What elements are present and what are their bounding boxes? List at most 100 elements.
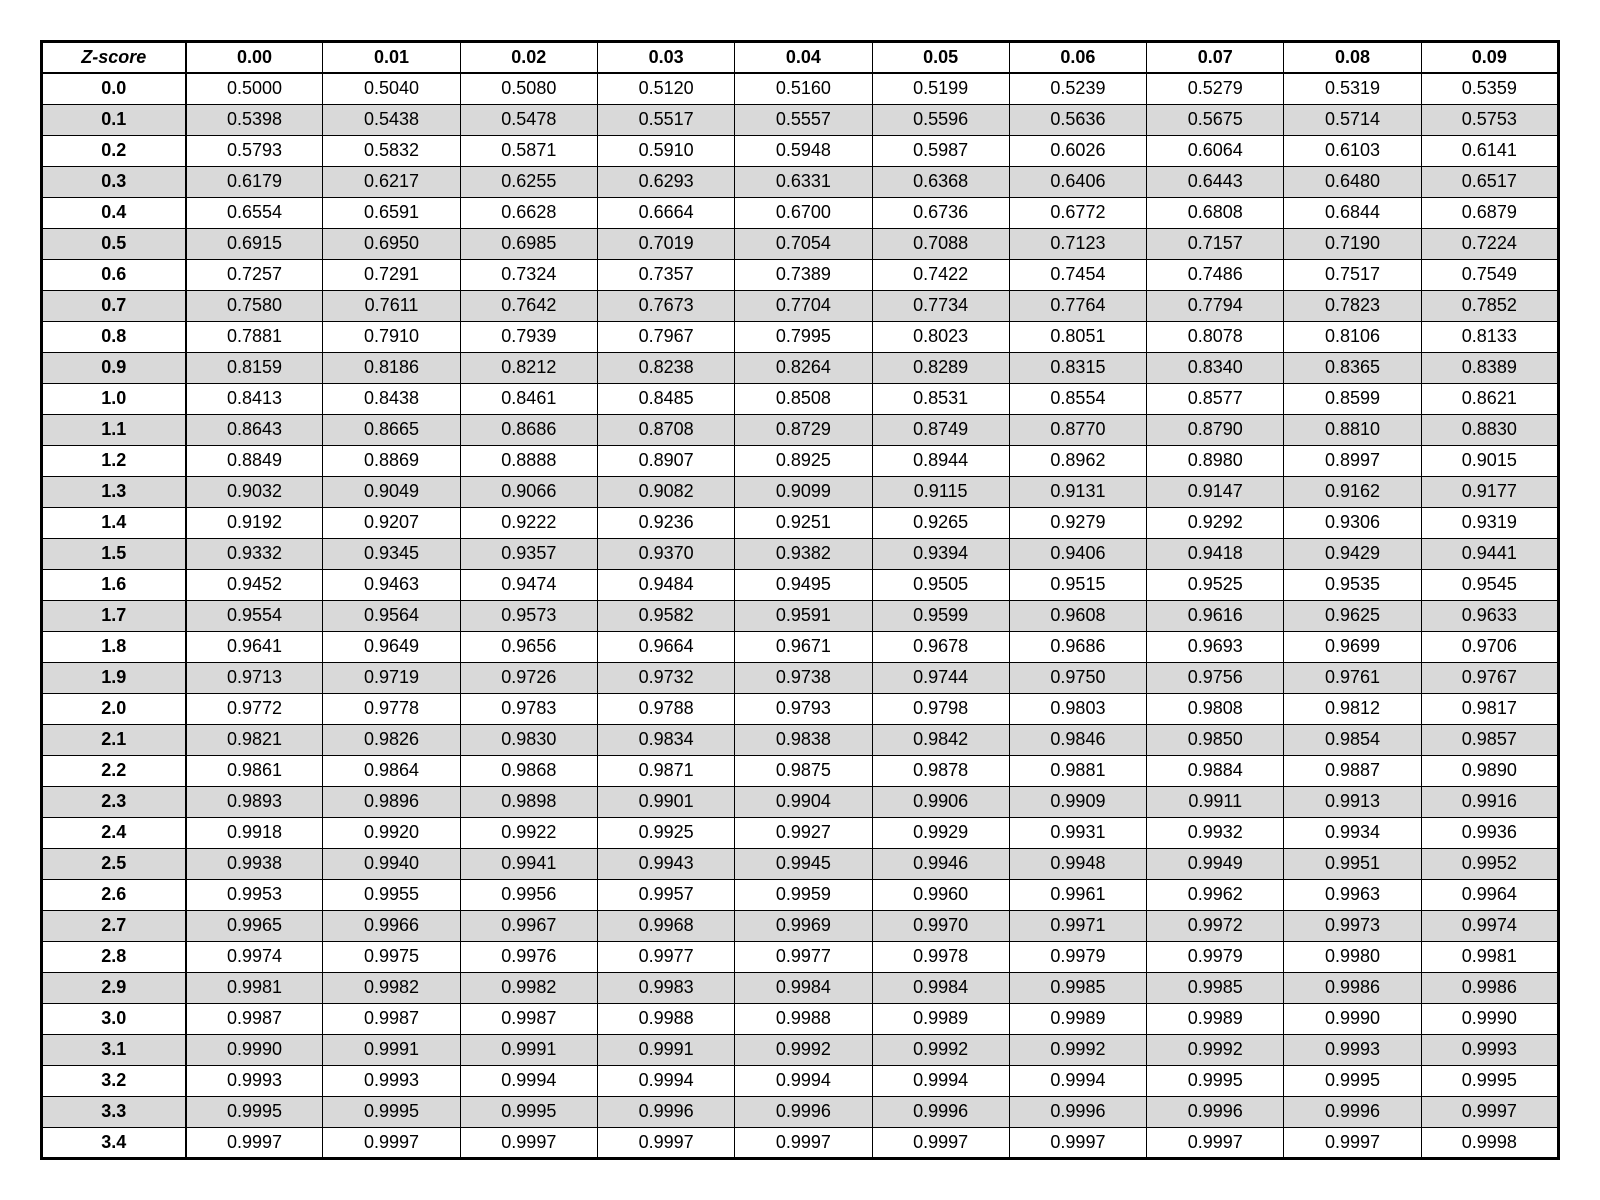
row-header: 1.5 xyxy=(42,538,186,569)
table-cell: 0.9938 xyxy=(186,848,323,879)
table-row: 0.40.65540.65910.66280.66640.67000.67360… xyxy=(42,197,1559,228)
table-cell: 0.6368 xyxy=(872,166,1009,197)
table-cell: 0.8485 xyxy=(597,383,734,414)
table-cell: 0.9994 xyxy=(1009,1065,1146,1096)
table-cell: 0.9974 xyxy=(186,941,323,972)
table-cell: 0.9987 xyxy=(323,1003,460,1034)
table-cell: 0.9997 xyxy=(597,1127,734,1158)
table-row: 0.00.50000.50400.50800.51200.51600.51990… xyxy=(42,73,1559,104)
table-cell: 0.9961 xyxy=(1009,879,1146,910)
table-cell: 0.9750 xyxy=(1009,662,1146,693)
table-cell: 0.9767 xyxy=(1421,662,1558,693)
table-cell: 0.9599 xyxy=(872,600,1009,631)
table-cell: 0.9418 xyxy=(1147,538,1284,569)
table-cell: 0.9984 xyxy=(872,972,1009,1003)
table-row: 1.70.95540.95640.95730.95820.95910.95990… xyxy=(42,600,1559,631)
table-row: 2.10.98210.98260.98300.98340.98380.98420… xyxy=(42,724,1559,755)
row-header: 1.9 xyxy=(42,662,186,693)
table-cell: 0.5000 xyxy=(186,73,323,104)
table-cell: 0.9573 xyxy=(460,600,597,631)
table-cell: 0.9911 xyxy=(1147,786,1284,817)
table-cell: 0.8907 xyxy=(597,445,734,476)
table-cell: 0.6443 xyxy=(1147,166,1284,197)
row-header: 1.1 xyxy=(42,414,186,445)
table-cell: 0.9706 xyxy=(1421,631,1558,662)
table-cell: 0.9616 xyxy=(1147,600,1284,631)
table-row: 1.20.88490.88690.88880.89070.89250.89440… xyxy=(42,445,1559,476)
table-cell: 0.5040 xyxy=(323,73,460,104)
table-cell: 0.9406 xyxy=(1009,538,1146,569)
table-cell: 0.9997 xyxy=(735,1127,872,1158)
table-cell: 0.9977 xyxy=(597,941,734,972)
header-row: Z-score 0.000.010.020.030.040.050.060.07… xyxy=(42,42,1559,74)
table-cell: 0.9901 xyxy=(597,786,734,817)
table-cell: 0.9319 xyxy=(1421,507,1558,538)
table-cell: 0.9949 xyxy=(1147,848,1284,879)
table-cell: 0.9997 xyxy=(323,1127,460,1158)
table-cell: 0.9951 xyxy=(1284,848,1421,879)
table-cell: 0.9591 xyxy=(735,600,872,631)
table-cell: 0.9525 xyxy=(1147,569,1284,600)
table-cell: 0.9976 xyxy=(460,941,597,972)
z-score-table: Z-score 0.000.010.020.030.040.050.060.07… xyxy=(40,40,1560,1160)
row-header-title: Z-score xyxy=(42,42,186,74)
table-cell: 0.9345 xyxy=(323,538,460,569)
table-row: 0.60.72570.72910.73240.73570.73890.74220… xyxy=(42,259,1559,290)
table-cell: 0.9394 xyxy=(872,538,1009,569)
table-cell: 0.9985 xyxy=(1009,972,1146,1003)
table-cell: 0.9115 xyxy=(872,476,1009,507)
row-header: 1.3 xyxy=(42,476,186,507)
table-cell: 0.9881 xyxy=(1009,755,1146,786)
table-cell: 0.7324 xyxy=(460,259,597,290)
row-header: 1.2 xyxy=(42,445,186,476)
table-cell: 0.9992 xyxy=(872,1034,1009,1065)
table-row: 1.90.97130.97190.97260.97320.97380.97440… xyxy=(42,662,1559,693)
table-cell: 0.8869 xyxy=(323,445,460,476)
table-cell: 0.9868 xyxy=(460,755,597,786)
table-cell: 0.9957 xyxy=(597,879,734,910)
table-body: 0.00.50000.50400.50800.51200.51600.51990… xyxy=(42,73,1559,1158)
table-cell: 0.9997 xyxy=(1421,1096,1558,1127)
table-cell: 0.9918 xyxy=(186,817,323,848)
column-header: 0.01 xyxy=(323,42,460,74)
table-cell: 0.9884 xyxy=(1147,755,1284,786)
table-cell: 0.8531 xyxy=(872,383,1009,414)
table-cell: 0.7123 xyxy=(1009,228,1146,259)
column-header: 0.09 xyxy=(1421,42,1558,74)
table-cell: 0.9992 xyxy=(1009,1034,1146,1065)
table-cell: 0.9909 xyxy=(1009,786,1146,817)
table-cell: 0.8980 xyxy=(1147,445,1284,476)
table-cell: 0.9979 xyxy=(1009,941,1146,972)
table-cell: 0.5871 xyxy=(460,135,597,166)
row-header: 3.4 xyxy=(42,1127,186,1158)
table-cell: 0.9966 xyxy=(323,910,460,941)
table-cell: 0.9932 xyxy=(1147,817,1284,848)
row-header: 1.6 xyxy=(42,569,186,600)
table-row: 1.00.84130.84380.84610.84850.85080.85310… xyxy=(42,383,1559,414)
table-cell: 0.9608 xyxy=(1009,600,1146,631)
table-cell: 0.6480 xyxy=(1284,166,1421,197)
table-cell: 0.9997 xyxy=(1284,1127,1421,1158)
table-cell: 0.8389 xyxy=(1421,352,1558,383)
table-cell: 0.6179 xyxy=(186,166,323,197)
table-cell: 0.9279 xyxy=(1009,507,1146,538)
row-header: 1.7 xyxy=(42,600,186,631)
table-cell: 0.8264 xyxy=(735,352,872,383)
table-cell: 0.7673 xyxy=(597,290,734,321)
table-row: 3.40.99970.99970.99970.99970.99970.99970… xyxy=(42,1127,1559,1158)
table-cell: 0.9535 xyxy=(1284,569,1421,600)
table-cell: 0.9972 xyxy=(1147,910,1284,941)
table-cell: 0.9936 xyxy=(1421,817,1558,848)
table-row: 2.90.99810.99820.99820.99830.99840.99840… xyxy=(42,972,1559,1003)
table-cell: 0.9994 xyxy=(735,1065,872,1096)
table-cell: 0.7967 xyxy=(597,321,734,352)
table-row: 0.30.61790.62170.62550.62930.63310.63680… xyxy=(42,166,1559,197)
table-cell: 0.5987 xyxy=(872,135,1009,166)
table-cell: 0.8810 xyxy=(1284,414,1421,445)
table-cell: 0.7088 xyxy=(872,228,1009,259)
table-cell: 0.8643 xyxy=(186,414,323,445)
table-cell: 0.9996 xyxy=(1284,1096,1421,1127)
table-cell: 0.9992 xyxy=(735,1034,872,1065)
table-cell: 0.9738 xyxy=(735,662,872,693)
table-cell: 0.9994 xyxy=(460,1065,597,1096)
